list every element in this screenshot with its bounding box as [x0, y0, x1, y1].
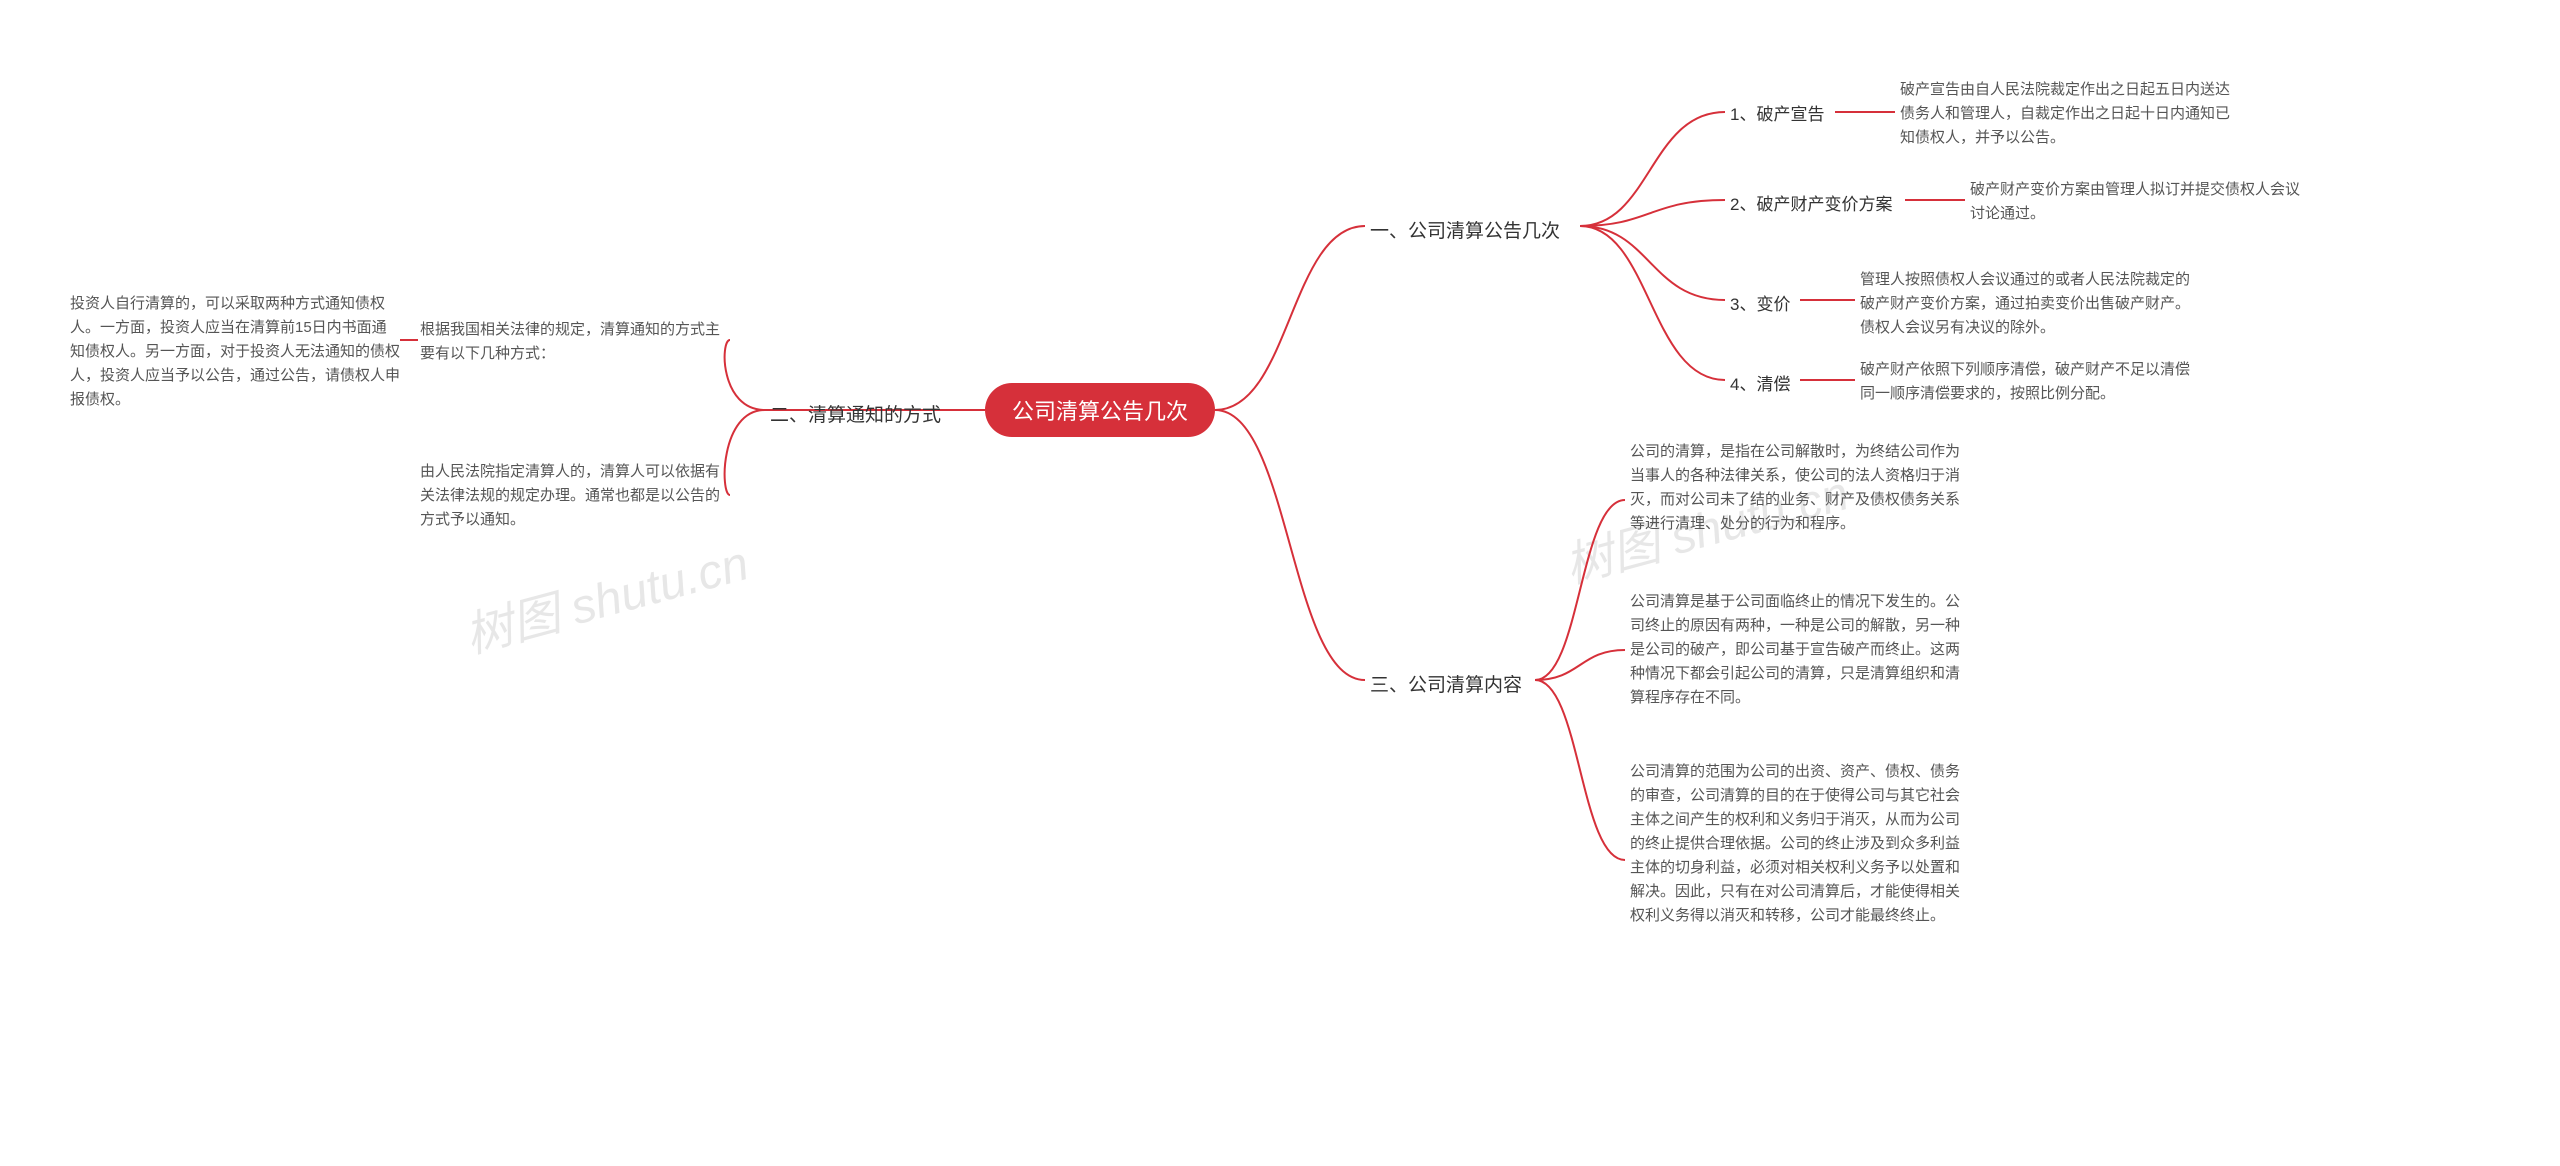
- central-node: 公司清算公告几次: [985, 383, 1215, 437]
- sub-r1c4: 4、清偿: [1730, 370, 1790, 395]
- leaf-r1c2: 破产财产变价方案由管理人拟订并提交债权人会议讨论通过。: [1970, 178, 2300, 226]
- sub-r1c3: 3、变价: [1730, 290, 1790, 315]
- branch-r2: 三、公司清算内容: [1370, 670, 1522, 697]
- leaf-r2c2: 公司清算是基于公司面临终止的情况下发生的。公司终止的原因有两种，一种是公司的解散…: [1630, 590, 1970, 710]
- branch-r1: 一、公司清算公告几次: [1370, 216, 1560, 243]
- sub-l1c1: 根据我国相关法律的规定，清算通知的方式主要有以下几种方式：: [420, 318, 730, 366]
- leaf-l1c1: 投资人自行清算的，可以采取两种方式通知债权人。一方面，投资人应当在清算前15日内…: [70, 292, 400, 412]
- leaf-r1c3: 管理人按照债权人会议通过的或者人民法院裁定的破产财产变价方案，通过拍卖变价出售破…: [1860, 268, 2200, 340]
- leaf-r1c1: 破产宣告由自人民法院裁定作出之日起五日内送达债务人和管理人，自裁定作出之日起十日…: [1900, 78, 2240, 150]
- connector-lines: [0, 0, 2560, 1166]
- branch-l1: 二、清算通知的方式: [770, 400, 941, 427]
- sub-r1c1: 1、破产宣告: [1730, 100, 1824, 125]
- leaf-l1c2: 由人民法院指定清算人的，清算人可以依据有关法律法规的规定办理。通常也都是以公告的…: [420, 460, 730, 532]
- leaf-r1c4: 破产财产依照下列顺序清偿，破产财产不足以清偿同一顺序清偿要求的，按照比例分配。: [1860, 358, 2200, 406]
- sub-r1c2: 2、破产财产变价方案: [1730, 190, 1892, 215]
- leaf-r2c3: 公司清算的范围为公司的出资、资产、债权、债务的审查，公司清算的目的在于使得公司与…: [1630, 760, 1970, 928]
- leaf-r2c1: 公司的清算，是指在公司解散时，为终结公司作为当事人的各种法律关系，使公司的法人资…: [1630, 440, 1970, 536]
- watermark: 树图 shutu.cn: [456, 524, 755, 667]
